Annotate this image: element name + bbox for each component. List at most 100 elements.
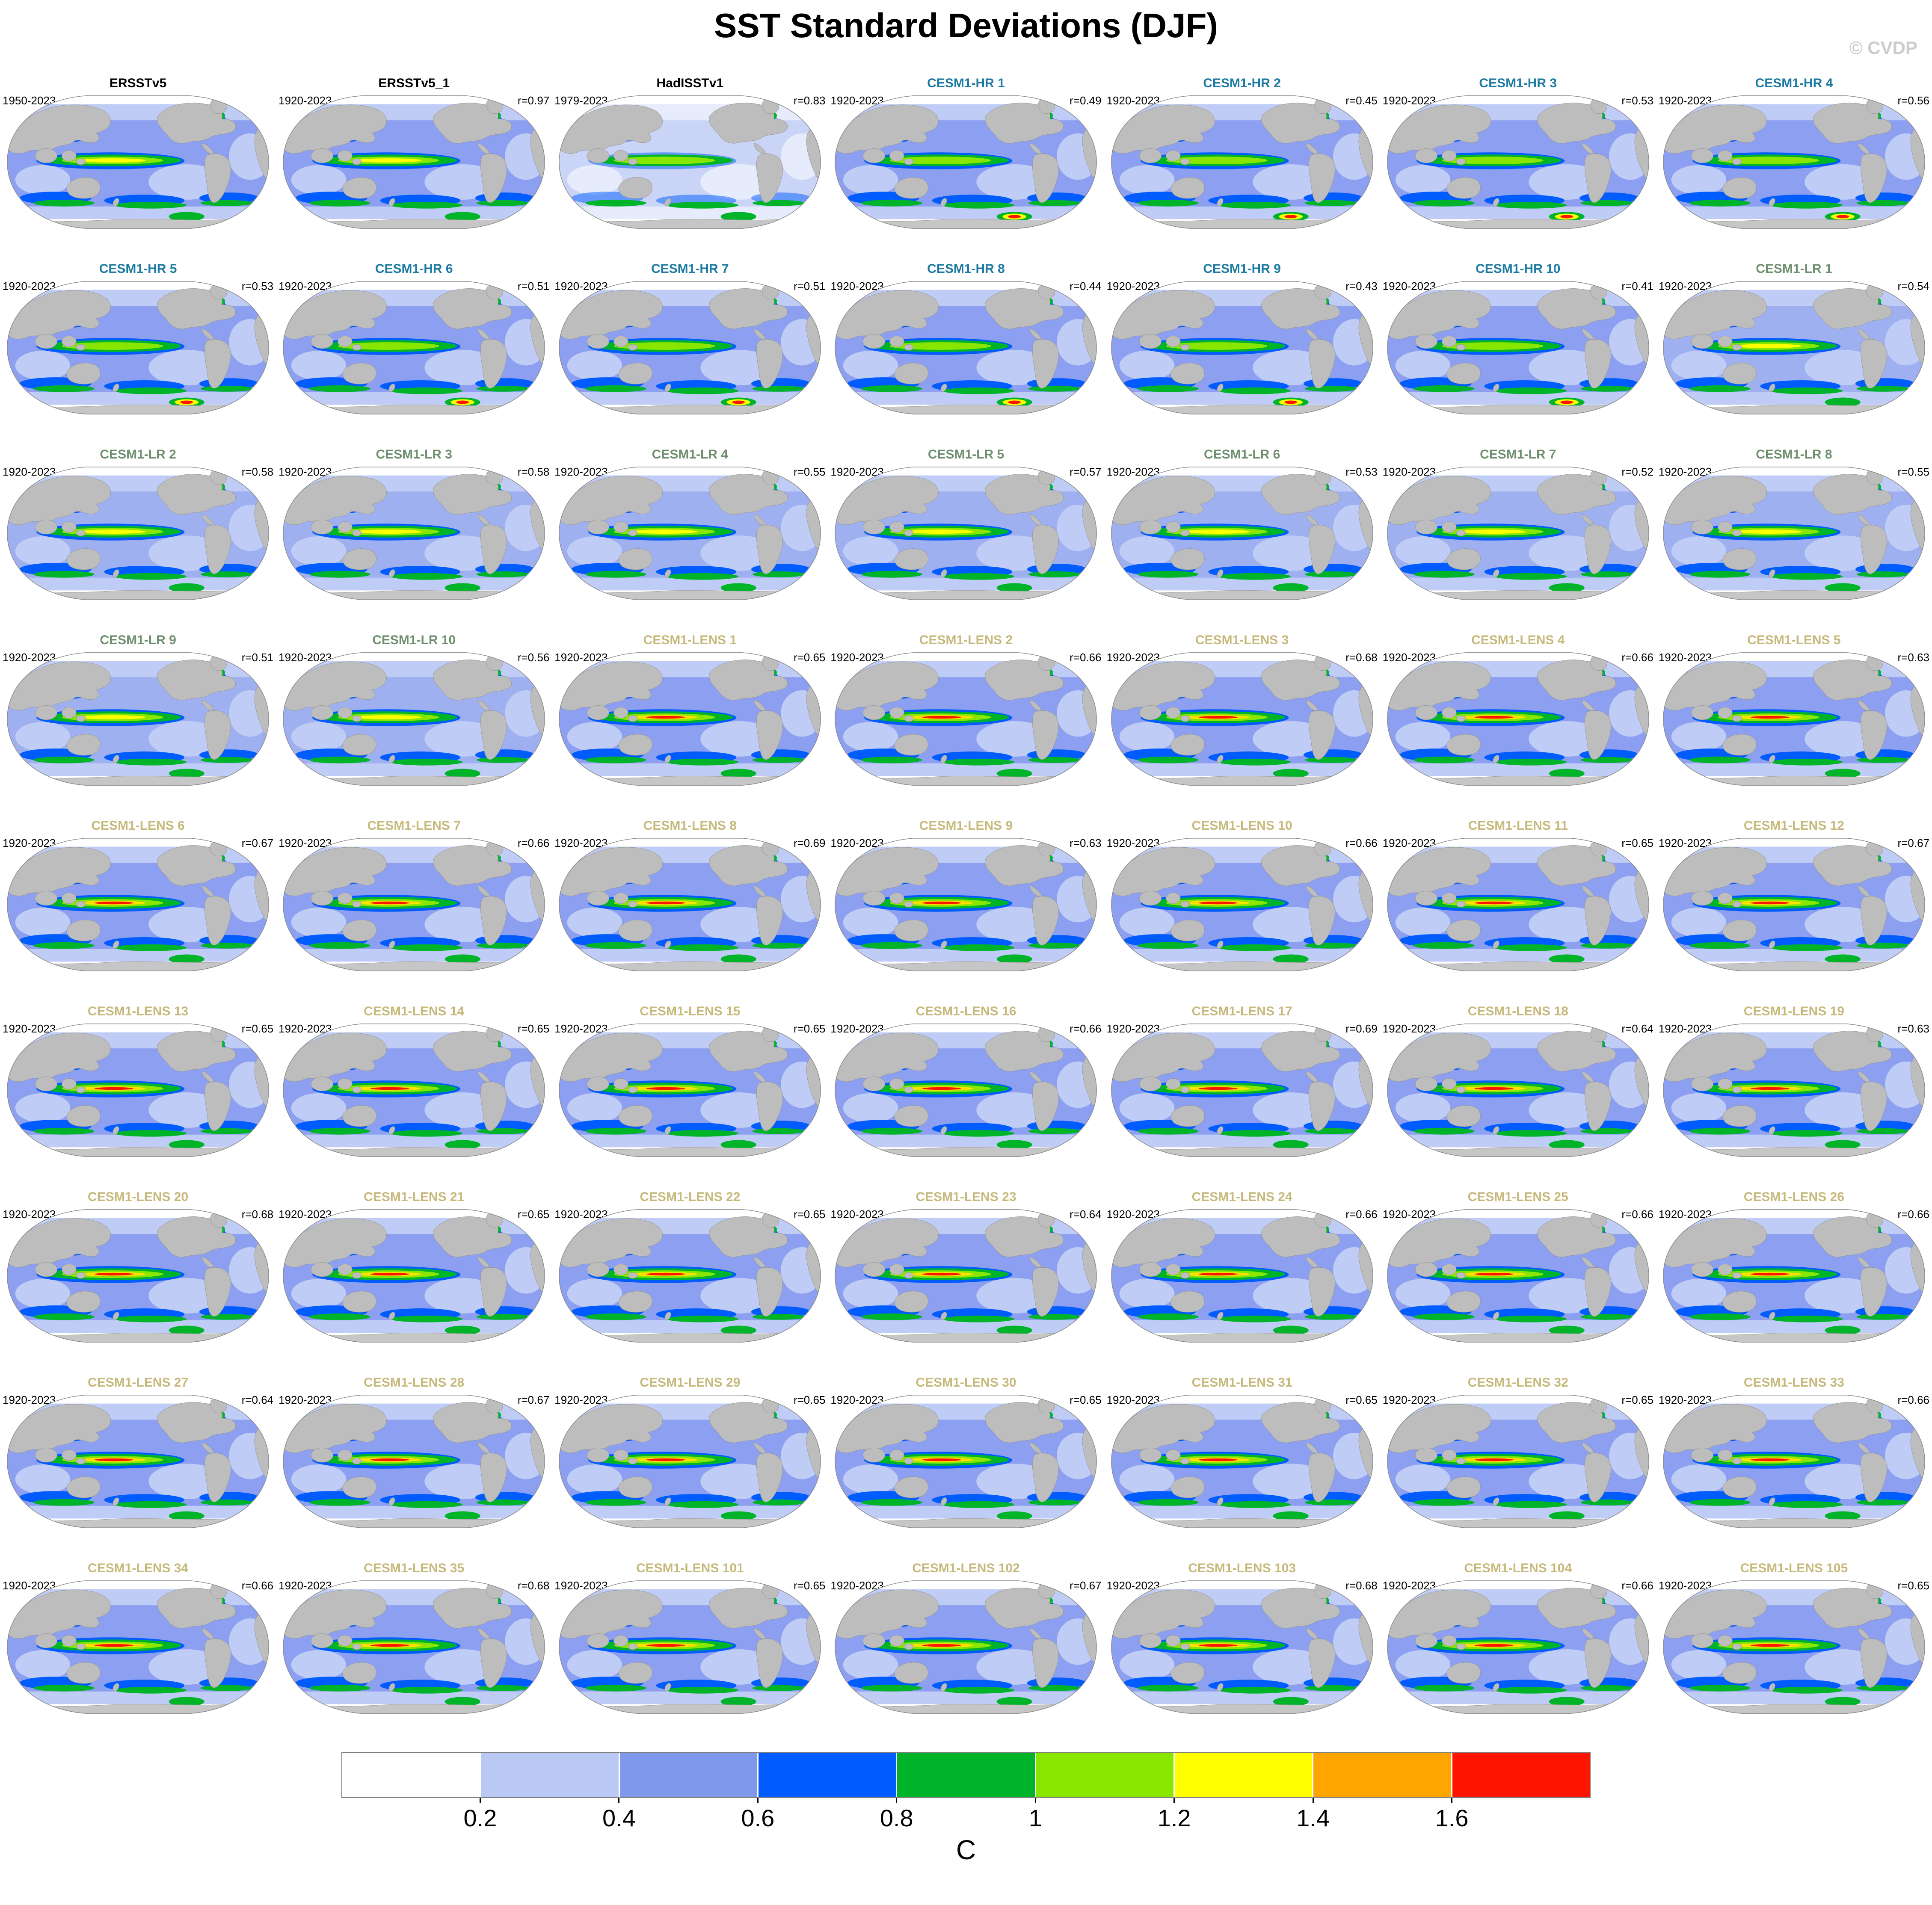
indian-ocean-low: [1671, 722, 1727, 752]
panel-title: CESM1-LENS 24: [1191, 1190, 1292, 1204]
land-seasia: [889, 335, 904, 347]
map-outline: [1387, 281, 1649, 414]
arctic-ice: [1663, 1023, 1925, 1032]
map-panel: CESM1-LR 7 1920-2023 r=0.52: [1380, 443, 1656, 629]
enso-band: [1424, 1454, 1562, 1466]
land-seasia: [62, 150, 77, 162]
indian-ocean-low: [291, 722, 347, 752]
world-map: [1663, 467, 1925, 600]
southern-ocean-band-3: [1856, 1313, 1909, 1320]
land-indonesia: [628, 1272, 638, 1279]
indian-ocean-low: [1395, 1650, 1450, 1680]
panel-title: CESM1-LENS 28: [364, 1376, 465, 1390]
arctic-ice: [1387, 1395, 1649, 1404]
panel-title: CESM1-LENS 17: [1191, 1004, 1292, 1018]
land-antarctica: [1663, 1147, 1925, 1157]
land-europe: [1364, 1408, 1373, 1421]
panel-period: 1920-2023: [3, 837, 56, 849]
enso-band: [872, 526, 1009, 538]
land-south-america: [1584, 1452, 1611, 1503]
land-seasia: [889, 1263, 904, 1275]
indian-ocean-low: [1671, 907, 1727, 938]
land-south-america: [756, 153, 783, 203]
land-south-america: [204, 710, 231, 760]
land-south-america: [204, 1081, 231, 1131]
land-central-america: [1582, 1628, 1594, 1639]
southern-ocean-band-1: [1137, 1313, 1199, 1320]
panel-r-value: r=0.51: [241, 651, 274, 664]
map-panel: CESM1-LENS 22 1920-2023 r=0.65: [552, 1186, 828, 1371]
indian-ocean-low: [843, 165, 898, 195]
land-australia: [342, 1291, 376, 1313]
indian-ocean-low: [843, 350, 898, 381]
land-india: [1415, 1262, 1437, 1277]
arctic-ice: [1387, 1580, 1649, 1589]
panel-period: 1920-2023: [830, 280, 884, 293]
land-new-zealand: [1769, 1126, 1775, 1135]
south-atlantic-hotspot: [1825, 212, 1861, 222]
south-atlantic-hotspot: [1273, 1325, 1309, 1335]
land-india: [1139, 1262, 1162, 1277]
arctic-ice: [559, 1395, 821, 1404]
land-indonesia: [904, 158, 914, 165]
panel-r-value: r=0.68: [1345, 651, 1378, 664]
southern-ocean-band-1: [1689, 942, 1751, 949]
southern-ocean-band-1: [861, 756, 923, 763]
land-india: [863, 1447, 886, 1463]
land-indonesia: [1180, 158, 1190, 165]
land-south-america: [756, 1452, 783, 1503]
panel-period: 1920-2023: [554, 465, 608, 478]
land-antarctica: [835, 1518, 1097, 1528]
land-australia: [1170, 363, 1205, 385]
land-central-america: [1858, 1442, 1870, 1453]
panel-r-value: r=0.66: [1621, 1579, 1653, 1592]
land-india: [1691, 148, 1713, 163]
land-europe: [812, 480, 821, 493]
land-indonesia: [1456, 1086, 1466, 1093]
land-australia: [1722, 548, 1757, 570]
southern-ocean-band-1: [309, 1313, 370, 1320]
southern-ocean-band-1: [1413, 756, 1475, 763]
world-map: [1111, 652, 1373, 786]
indian-ocean-low: [15, 722, 71, 752]
land-new-zealand: [941, 1312, 947, 1320]
land-australia: [1722, 1662, 1757, 1684]
land-indonesia: [352, 529, 362, 536]
south-atlantic-hotspot: [997, 212, 1033, 222]
world-map: [835, 652, 1097, 786]
southern-ocean-band-2: [667, 758, 739, 766]
indian-ocean-low: [1671, 1464, 1727, 1494]
land-europe: [1640, 852, 1649, 864]
panel-period: 1920-2023: [830, 837, 884, 849]
land-antarctica: [1111, 1704, 1373, 1714]
panel-r-value: r=0.67: [241, 837, 274, 849]
arctic-ice: [559, 95, 821, 104]
southern-ocean-band-3: [1304, 1499, 1357, 1506]
land-europe: [260, 1408, 269, 1421]
land-europe: [536, 1037, 545, 1050]
land-antarctica: [7, 404, 269, 414]
indian-ocean-low: [567, 907, 622, 938]
subpolar-ocean-south: [7, 206, 269, 220]
south-atlantic-hotspot: [1549, 583, 1585, 593]
land-south-america: [1584, 1267, 1611, 1317]
land-indonesia: [1456, 529, 1466, 536]
world-map: [1111, 1395, 1373, 1528]
south-atlantic-hotspot: [444, 1140, 480, 1150]
southern-ocean-band-3: [753, 1685, 805, 1691]
indian-ocean-low: [843, 536, 898, 566]
land-new-zealand: [113, 1497, 119, 1506]
land-central-america: [1306, 514, 1318, 525]
southern-ocean-band-3: [753, 385, 805, 392]
map-outline: [1663, 467, 1925, 600]
indian-ocean-low: [291, 536, 347, 566]
arctic-ice: [1111, 1395, 1373, 1404]
colorbar-segment: [481, 1753, 620, 1797]
south-atlantic-hotspot: [1825, 397, 1861, 407]
map-outline: [1387, 652, 1649, 786]
land-antarctica: [1387, 1518, 1649, 1528]
land-central-america: [1858, 700, 1870, 711]
south-atlantic-hotspot: [1273, 1697, 1309, 1707]
land-south-america: [1860, 1638, 1887, 1688]
land-south-america: [1860, 1452, 1887, 1503]
